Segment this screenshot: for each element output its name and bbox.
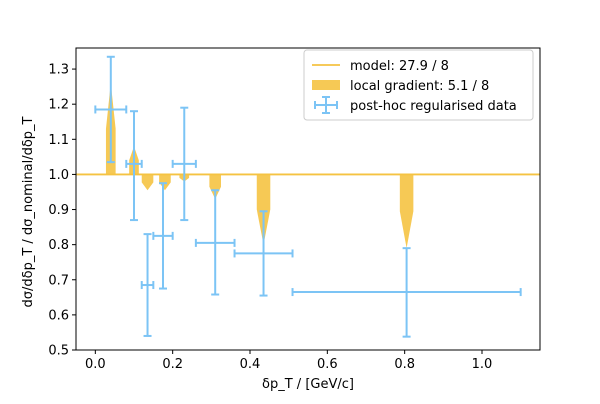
axes-frame	[75, 47, 541, 351]
y-tick-label: 1.1	[48, 133, 69, 148]
y-tick-label: 0.5	[48, 344, 69, 359]
legend-box	[303, 49, 534, 121]
x-tick-label: 0.6	[317, 357, 338, 372]
data-point-5	[194, 189, 236, 296]
legend-gradient-swatch	[312, 80, 340, 90]
y-tick-label: 1.0	[48, 168, 69, 183]
legend-data-swatch	[314, 96, 338, 114]
y-tick-label: 0.9	[48, 203, 69, 218]
data-point-2	[140, 233, 155, 337]
x-tick-label: 1.0	[472, 357, 493, 372]
legend-data-label: post-hoc regularised data	[350, 99, 517, 114]
gradient-spike-7	[399, 174, 414, 249]
x-tick-label: 0.2	[162, 357, 183, 372]
gradient-spike-2	[141, 174, 154, 191]
x-tick-label: 0.0	[85, 357, 106, 372]
legend-model-label: model: 27.9 / 8	[350, 59, 449, 74]
data-point-1	[125, 110, 143, 222]
data-point-0	[94, 55, 128, 164]
x-axis: 0.0 0.2 0.4 0.6 0.8 1.0	[85, 350, 492, 372]
y-tick-label: 0.7	[48, 273, 69, 288]
y-axis: 0.5 0.6 0.7 0.8 0.9 1.0 1.1 1.2 1.3	[48, 63, 76, 359]
y-tick-label: 0.6	[48, 308, 69, 323]
y-tick-label: 1.2	[48, 98, 69, 113]
data-point-6	[233, 210, 294, 297]
x-axis-label: δp_T / [GeV/c]	[262, 377, 354, 392]
x-tick-label: 0.4	[240, 357, 261, 372]
legend: model: 27.9 / 8 local gradient: 5.1 / 8 …	[303, 49, 534, 121]
gradient-spike-6	[256, 174, 271, 245]
y-tick-label: 0.8	[48, 238, 69, 253]
legend-gradient-label: local gradient: 5.1 / 8	[350, 79, 489, 94]
plot-area	[76, 55, 540, 338]
gradient-spike-5	[209, 174, 221, 199]
y-tick-label: 1.3	[48, 63, 69, 78]
data-point-3	[152, 182, 174, 290]
data-point-7	[291, 247, 522, 338]
x-tick-label: 0.8	[394, 357, 415, 372]
data-point-4	[171, 106, 197, 222]
y-axis-label: dσ/dδp_T / dσ_nominal/dδp_T	[21, 116, 36, 307]
